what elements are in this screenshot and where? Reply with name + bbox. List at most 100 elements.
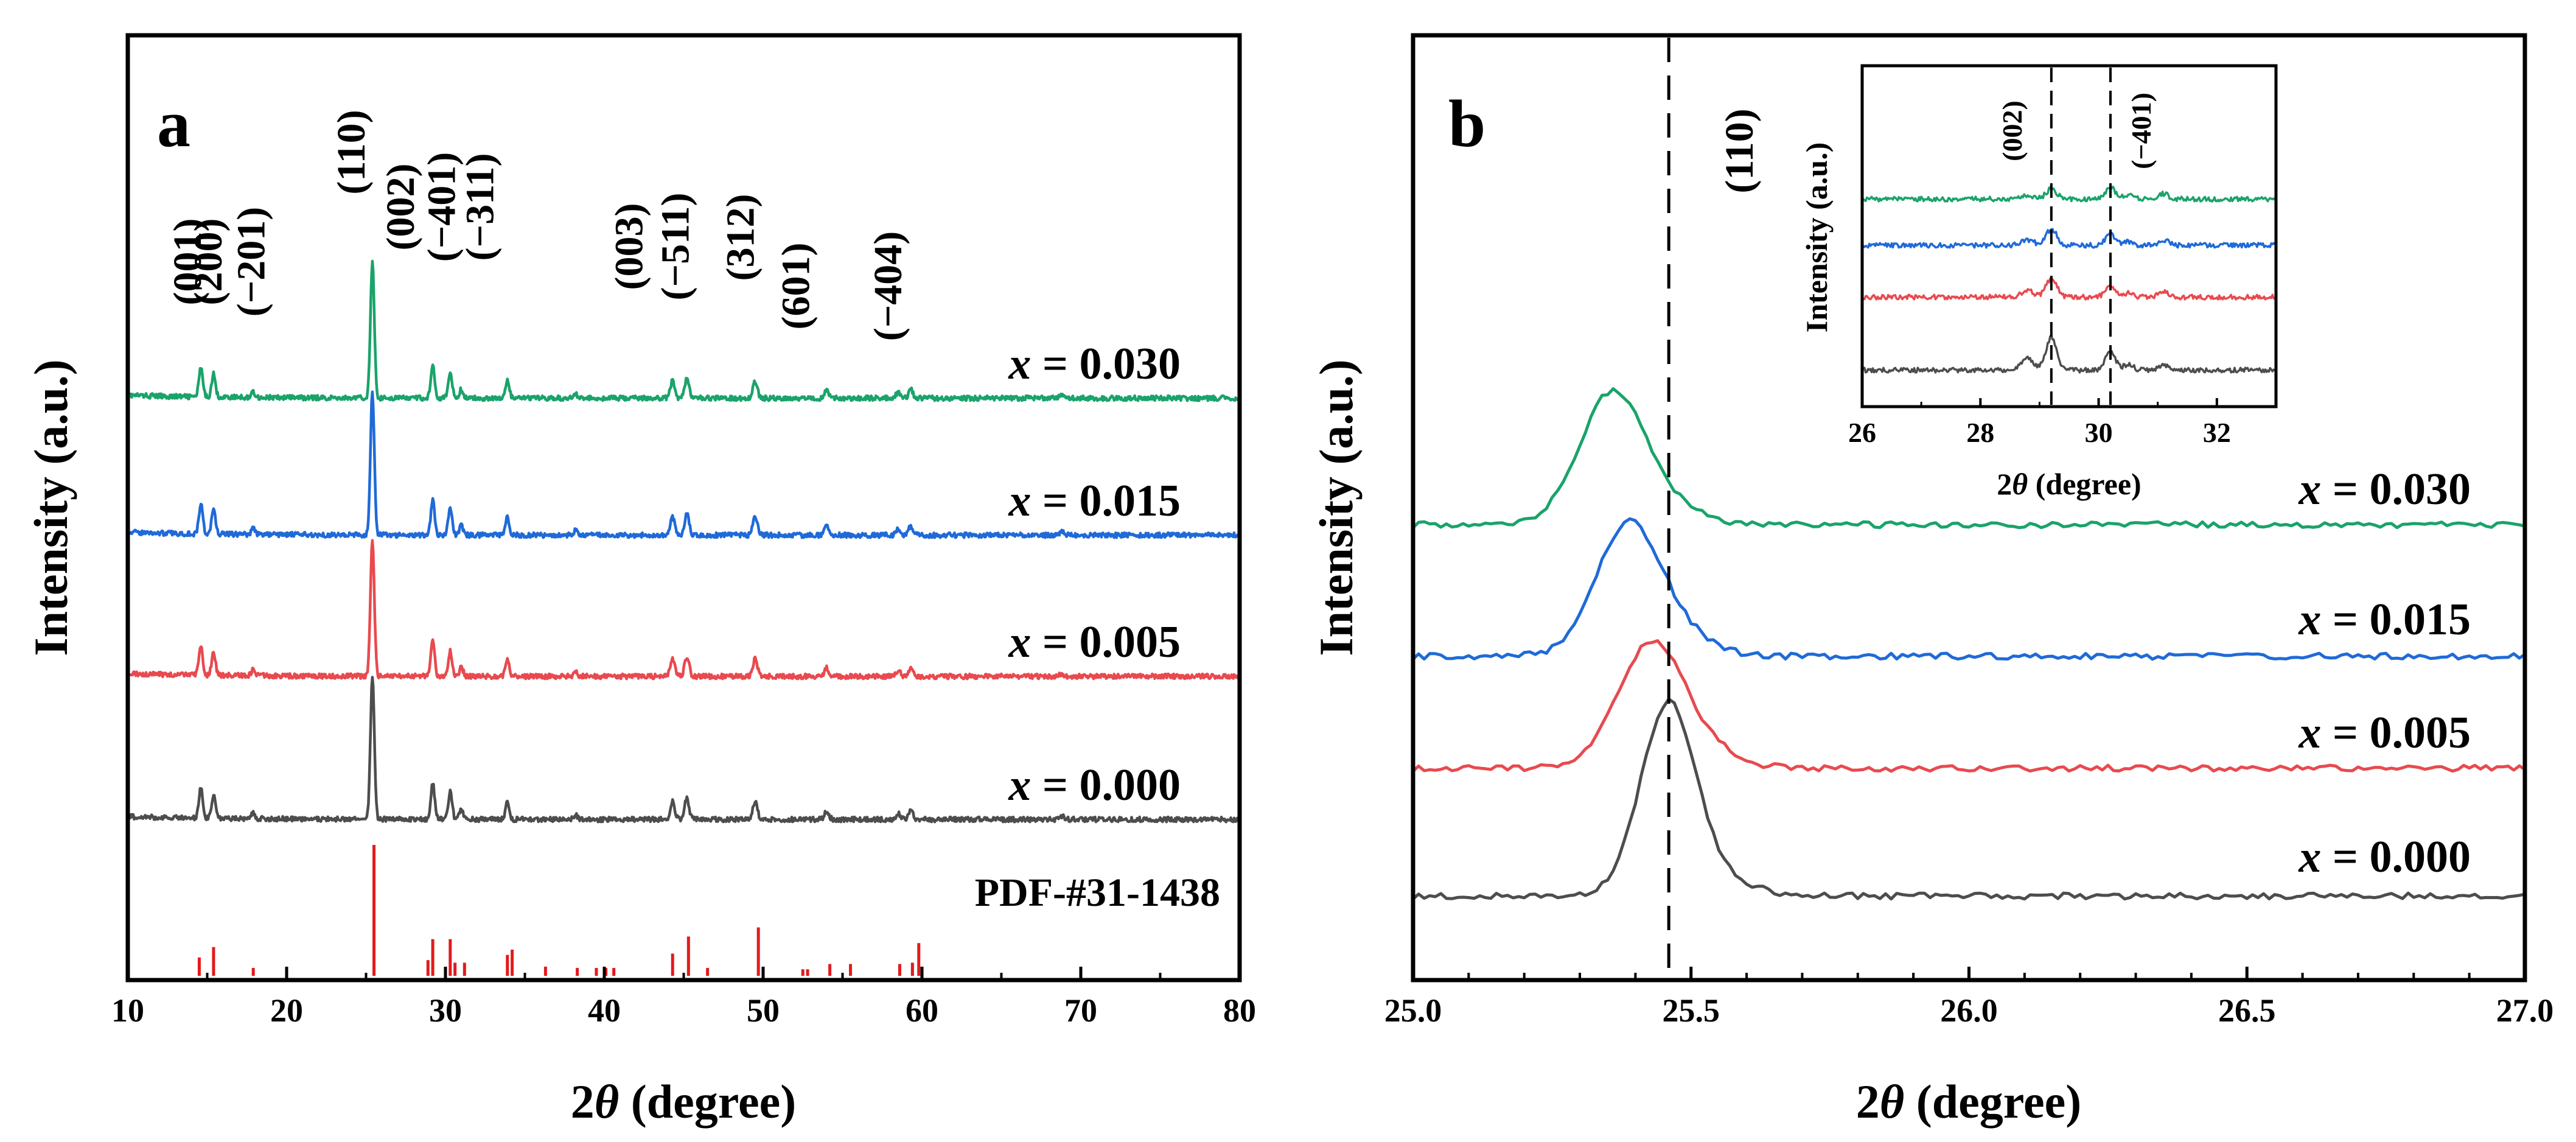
x-tick-label: 30 <box>429 992 462 1029</box>
series-label: x = 0.015 <box>1008 476 1181 526</box>
x-tick-label: 20 <box>270 992 303 1029</box>
inset-x-title-theta: θ <box>2012 467 2028 501</box>
panel-b-x-axis-title: 2θ (degree) <box>1856 1075 2081 1128</box>
inset-x-tick-label: 30 <box>2085 417 2113 448</box>
panel-b-series-line <box>1412 517 2526 661</box>
series-label-variable: x <box>2298 595 2321 645</box>
series-label-variable: x <box>1008 760 1031 810</box>
panel-a-x-axis-title: 2θ (degree) <box>571 1075 796 1128</box>
series-label: x = 0.000 <box>1008 760 1181 810</box>
series-label: x = 0.030 <box>2298 464 2471 514</box>
series-label-value: = 0.030 <box>2321 464 2471 514</box>
x-tick-label: 10 <box>111 992 144 1029</box>
series-label-value: = 0.015 <box>1031 476 1181 526</box>
panel-b-x-ticks: 25.0 25.5 26.0 26.5 27.0 <box>1384 967 2554 1029</box>
series-label-value: = 0.000 <box>2321 832 2471 882</box>
panel-b-series-group <box>1412 387 2526 901</box>
x-tick-label: 27.0 <box>2496 992 2554 1029</box>
series-label-variable: x <box>1008 339 1031 389</box>
panel-a: 10 20 30 40 50 60 70 80 a PDF-#31-1438 (001)(20… <box>24 33 1256 1128</box>
x-tick-label: 26.0 <box>1940 992 1998 1029</box>
hkl-annotation: (601) <box>774 243 819 330</box>
panel-a-series-line <box>127 539 1241 681</box>
panel-b: 25.0 25.5 26.0 26.5 27.0 b (110) x = 0.030x … <box>1310 33 2554 1128</box>
panel-b-series-line <box>1412 697 2525 901</box>
inset-002-annotation: (002) <box>1997 100 2028 161</box>
inset-plot-frame <box>1860 64 2278 408</box>
x-tick-label: 80 <box>1223 992 1256 1029</box>
inset-background <box>1862 66 2276 407</box>
inset-series-line <box>1861 185 2277 203</box>
series-label-value: = 0.030 <box>1031 339 1181 389</box>
inset-x-ticks: 26 28 30 32 <box>1848 398 2231 448</box>
panel-a-x-title-theta: θ <box>595 1075 620 1128</box>
x-tick-label: 26.5 <box>2218 992 2276 1029</box>
x-tick-label: 70 <box>1064 992 1097 1029</box>
panel-a-x-title-number: 2 <box>571 1075 595 1128</box>
inset-x-tick-label: 28 <box>1966 417 1994 448</box>
panel-a-series-line <box>127 259 1241 402</box>
series-label: x = 0.015 <box>2298 595 2471 645</box>
inset-x-tick-label: 26 <box>1848 417 1876 448</box>
panel-a-x-title-unit: (degree) <box>619 1075 796 1128</box>
inset-series-line <box>1862 276 2277 301</box>
hkl-annotation: (−404) <box>866 231 910 342</box>
x-tick-label: 60 <box>906 992 938 1029</box>
panel-a-y-axis-title: Intensity (a.u.) <box>24 359 77 656</box>
inset-series-line <box>1861 335 2277 374</box>
hkl-annotation: (−201) <box>229 207 274 317</box>
series-label: x = 0.005 <box>2298 708 2471 758</box>
series-label-variable: x <box>1008 617 1031 667</box>
hkl-annotation: (001) <box>166 219 210 306</box>
inset-y-axis-title: Intensity (a.u.) <box>1799 142 1834 333</box>
panel-b-110-annotation: (110) <box>1717 108 1762 193</box>
hkl-annotation: (002) <box>379 164 423 251</box>
inset-x-axis-title: 2θ (degree) <box>1997 467 2141 501</box>
panel-a-label: a <box>157 86 190 161</box>
panel-a-series-line <box>127 390 1240 539</box>
series-label-variable: x <box>1008 476 1031 526</box>
series-label-value: = 0.005 <box>2321 708 2471 758</box>
panel-a-hkl-annotations: (001)(200)(−201) (110)(002)(−401)(−311) (0… <box>166 110 910 341</box>
hkl-annotation: (003) <box>607 203 652 290</box>
inset-x-tick-label: 32 <box>2203 417 2231 448</box>
hkl-annotation: (−311) <box>458 153 502 261</box>
panel-a-x-ticks: 10 20 30 40 50 60 70 80 <box>111 967 1256 1029</box>
series-label-value: = 0.005 <box>1031 617 1181 667</box>
inset-x-title-number: 2 <box>1997 467 2012 501</box>
series-label-value: = 0.015 <box>2321 595 2471 645</box>
x-tick-label: 50 <box>747 992 780 1029</box>
panel-b-series-line <box>1412 639 2526 773</box>
series-label-variable: x <box>2298 832 2321 882</box>
series-label-variable: x <box>2298 464 2321 514</box>
series-label-variable: x <box>2298 708 2321 758</box>
panel-b-x-title-unit: (degree) <box>1904 1075 2081 1128</box>
panel-a-reference-sticks <box>197 845 921 976</box>
series-label: x = 0.030 <box>1008 339 1181 389</box>
panel-b-series-line <box>1412 387 2525 530</box>
panel-a-series-line <box>126 676 1241 824</box>
panel-b-y-axis-title: Intensity (a.u.) <box>1310 359 1363 656</box>
panel-b-label: b <box>1448 86 1485 161</box>
hkl-annotation: (312) <box>718 194 763 281</box>
series-label-value: = 0.000 <box>1031 760 1181 810</box>
panel-b-x-title-theta: θ <box>1880 1075 1905 1128</box>
panel-a-series-group <box>126 259 1241 824</box>
series-label: x = 0.005 <box>1008 617 1181 667</box>
x-tick-label: 25.5 <box>1663 992 1720 1029</box>
hkl-annotation: (110) <box>329 110 374 194</box>
hkl-annotation: (−401) <box>420 152 464 262</box>
series-label: x = 0.000 <box>2298 832 2471 882</box>
inset-401-annotation: (−401) <box>2126 93 2157 169</box>
inset-reference-lines <box>2050 68 2112 405</box>
inset-series-group <box>1861 185 2277 374</box>
x-tick-label: 25.0 <box>1384 992 1442 1029</box>
hkl-annotation: (−511) <box>653 193 697 301</box>
panel-b-x-title-number: 2 <box>1856 1075 1880 1128</box>
x-tick-label: 40 <box>588 992 621 1029</box>
hkl-annotation: (200) <box>186 219 231 306</box>
inset-series-line <box>1861 228 2277 249</box>
reference-pdf-label: PDF-#31-1438 <box>975 871 1220 915</box>
